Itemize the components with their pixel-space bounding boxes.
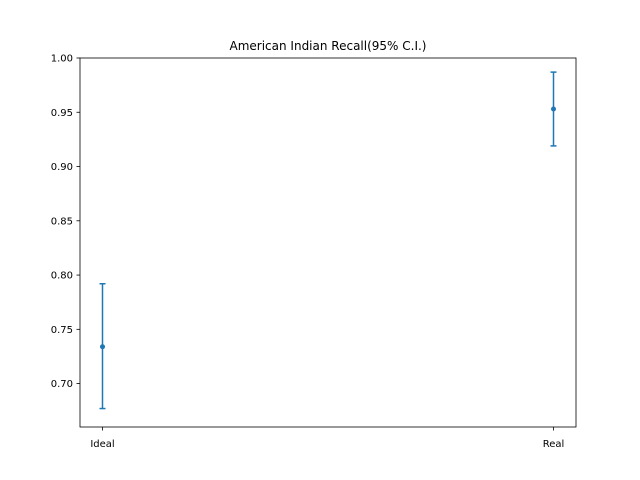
y-axis: 0.70 0.75 0.80 0.85 0.90 0.95 1.00 [51,54,80,390]
x-tick-label: Ideal [90,439,114,450]
y-tick-label: 1.00 [51,54,73,65]
chart-title: American Indian Recall(95% C.I.) [230,39,427,53]
plot-frame [79,57,577,428]
y-tick-label: 0.70 [51,379,73,390]
y-tick-label: 0.90 [51,162,73,173]
y-tick-label: 0.95 [51,108,73,119]
data-point-real [551,106,556,112]
x-tick-label: Real [543,439,565,450]
x-axis: Ideal Real [90,427,564,450]
data-point-ideal [100,344,105,350]
error-bars [99,71,557,410]
y-tick-label: 0.75 [51,325,73,336]
y-tick-label: 0.85 [51,216,73,227]
y-tick-label: 0.80 [51,271,73,282]
